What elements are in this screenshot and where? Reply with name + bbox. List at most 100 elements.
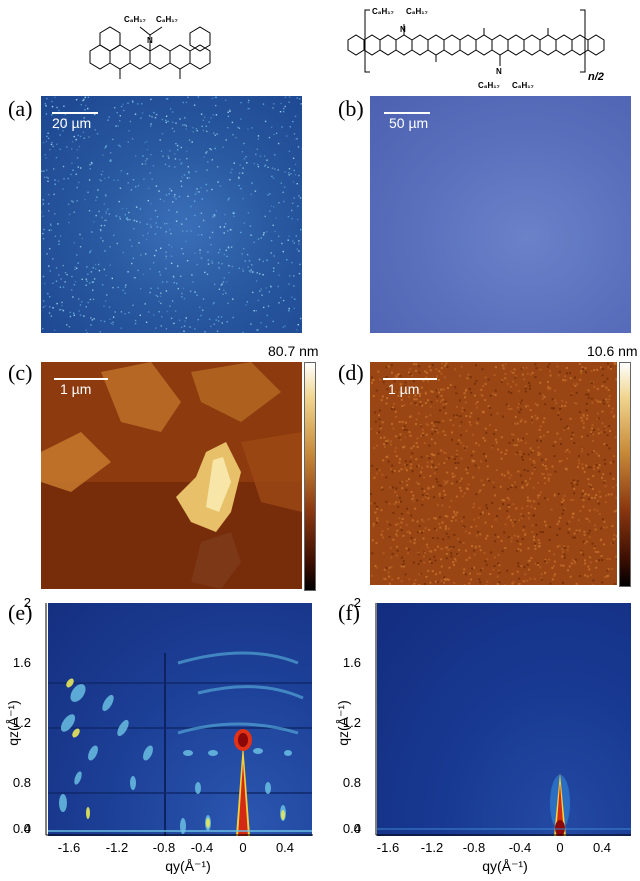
speckle-dot <box>270 285 272 287</box>
texture-dot <box>400 565 403 568</box>
speckle-dot <box>46 135 48 138</box>
texture-dot <box>539 566 542 569</box>
texture-dot <box>457 461 460 464</box>
texture-dot <box>391 578 394 581</box>
texture-dot <box>491 445 494 448</box>
texture-dot <box>571 516 574 519</box>
texture-dot <box>553 565 555 568</box>
speckle-dot <box>224 213 226 216</box>
polymer-nitrogen-bottom: N <box>496 67 502 76</box>
texture-dot <box>559 408 562 410</box>
speckle-dot <box>103 203 105 205</box>
speckle-dot <box>62 286 65 288</box>
texture-dot <box>424 496 427 499</box>
texture-dot <box>436 581 439 583</box>
speckle-dot <box>122 289 124 291</box>
speckle-dot <box>296 97 298 99</box>
speckle-dot <box>267 166 269 168</box>
speckle-dot <box>274 154 276 156</box>
texture-dot <box>581 435 583 438</box>
speckle-dot <box>83 315 85 317</box>
speckle-dot <box>42 203 45 205</box>
texture-dot <box>438 484 441 487</box>
texture-dot <box>584 542 586 545</box>
speckle-dot <box>95 214 97 217</box>
texture-dot <box>395 501 398 504</box>
speckle-dot <box>188 139 191 141</box>
speckle-dot <box>299 317 302 320</box>
texture-dot <box>585 417 588 420</box>
speckle-dot <box>221 322 223 324</box>
speckle-dot <box>146 223 148 225</box>
texture-dot <box>615 496 617 499</box>
texture-dot <box>584 574 587 577</box>
texture-dot <box>501 550 504 553</box>
texture-dot <box>432 496 435 499</box>
texture-dot <box>449 419 452 422</box>
texture-dot <box>423 582 426 585</box>
speckle-dot <box>176 282 178 285</box>
texture-dot <box>463 568 466 571</box>
texture-dot <box>401 518 404 520</box>
texture-dot <box>576 383 579 386</box>
y-tick-e-3: 0.8 <box>13 775 31 790</box>
colorbar-max-d: 10.6 nm <box>587 343 638 359</box>
speckle-dot <box>89 164 91 166</box>
texture-dot <box>399 383 402 386</box>
speckle-dot <box>300 228 302 231</box>
texture-dot <box>485 504 488 507</box>
texture-dot <box>381 488 384 491</box>
texture-dot <box>556 545 559 548</box>
speckle-dot <box>195 170 197 173</box>
texture-dot <box>533 468 536 471</box>
speckle-dot <box>189 326 191 328</box>
texture-dot <box>605 398 608 401</box>
speckle-dot <box>240 231 242 234</box>
speckle-dot <box>292 181 295 183</box>
speckle-dot <box>247 266 249 268</box>
texture-dot <box>582 553 585 556</box>
speckle-dot <box>223 289 225 291</box>
speckle-dot <box>232 298 234 300</box>
texture-dot <box>491 502 494 504</box>
texture-dot <box>485 563 488 566</box>
speckle-dot <box>99 331 101 333</box>
speckle-dot <box>109 264 111 266</box>
speckle-dot <box>81 237 83 240</box>
texture-dot <box>582 422 585 425</box>
speckle-dot <box>221 283 223 285</box>
texture-dot <box>520 565 523 568</box>
texture-dot <box>610 493 613 496</box>
texture-dot <box>378 469 381 472</box>
speckle-dot <box>284 171 286 173</box>
texture-dot <box>524 390 527 393</box>
texture-dot <box>493 565 496 568</box>
speckle-dot <box>72 169 74 171</box>
texture-dot <box>372 394 375 397</box>
texture-dot <box>375 542 378 545</box>
texture-dot <box>567 531 570 534</box>
texture-dot <box>526 579 529 582</box>
texture-dot <box>390 566 393 569</box>
texture-dot <box>583 415 586 418</box>
speckle-dot <box>264 165 266 168</box>
speckle-dot <box>155 327 157 329</box>
speckle-dot <box>168 193 170 195</box>
speckle-dot <box>257 299 260 302</box>
texture-dot <box>532 460 535 463</box>
texture-dot <box>577 519 580 522</box>
texture-dot <box>563 427 566 430</box>
speckle-dot <box>45 140 48 143</box>
texture-dot <box>514 415 517 418</box>
speckle-dot <box>158 300 160 303</box>
speckle-dot <box>223 253 226 256</box>
speckle-dot <box>184 117 186 119</box>
texture-dot <box>445 412 448 415</box>
speckle-dot <box>232 316 234 319</box>
texture-dot <box>591 427 594 430</box>
speckle-dot <box>206 169 208 171</box>
speckle-dot <box>94 263 97 266</box>
texture-dot <box>486 580 489 583</box>
texture-dot <box>381 395 384 398</box>
texture-dot <box>465 530 467 533</box>
